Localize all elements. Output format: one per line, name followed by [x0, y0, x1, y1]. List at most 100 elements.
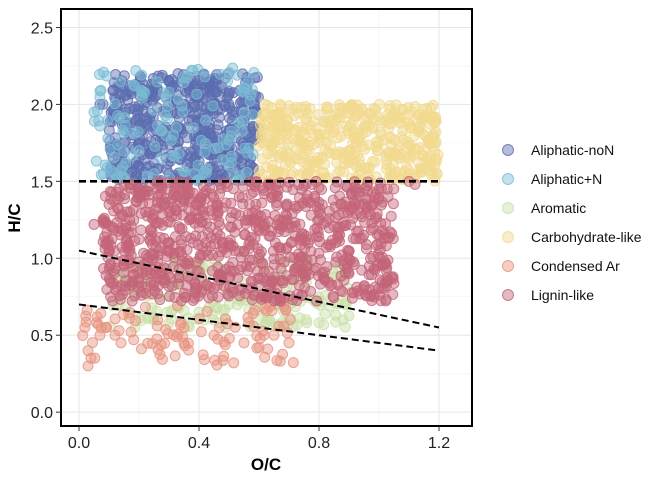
data-point: [95, 84, 107, 96]
data-point: [173, 302, 185, 314]
data-point: [317, 271, 329, 283]
data-point: [411, 113, 423, 125]
data-point: [352, 285, 364, 297]
data-point: [232, 272, 244, 284]
data-point: [214, 268, 226, 280]
data-point: [106, 186, 118, 198]
data-point: [199, 146, 211, 158]
data-point: [319, 144, 331, 156]
data-point: [241, 146, 253, 158]
data-point: [201, 305, 213, 317]
data-point: [330, 108, 342, 120]
data-point: [79, 322, 91, 334]
data-point: [356, 264, 368, 276]
data-point: [108, 267, 120, 279]
data-point: [228, 170, 240, 182]
data-point: [238, 106, 250, 118]
data-point: [193, 313, 205, 325]
data-point: [169, 350, 181, 362]
y-tick-label: 1.5: [31, 174, 53, 191]
data-point: [155, 152, 167, 164]
data-point: [274, 98, 286, 110]
x-tick-label: 0.0: [68, 435, 90, 452]
data-point: [172, 93, 184, 105]
data-point: [296, 228, 308, 240]
data-point: [340, 219, 352, 231]
data-point: [343, 310, 355, 322]
data-point: [401, 141, 413, 153]
data-point: [415, 162, 427, 174]
data-point: [94, 120, 106, 132]
data-point: [301, 114, 313, 126]
data-point: [163, 86, 175, 98]
data-point: [95, 169, 107, 181]
data-point: [425, 110, 437, 122]
data-point: [127, 204, 139, 216]
data-point: [219, 339, 231, 351]
data-point: [151, 76, 163, 88]
data-point: [343, 145, 355, 157]
data-point: [151, 83, 163, 95]
data-point: [385, 210, 397, 222]
data-point: [102, 114, 114, 126]
data-point: [211, 198, 223, 210]
data-point: [276, 147, 288, 159]
data-point: [169, 150, 181, 162]
data-point: [172, 68, 184, 80]
data-point: [165, 134, 177, 146]
data-point: [163, 206, 175, 218]
data-point: [367, 122, 379, 134]
data-point: [195, 326, 207, 338]
data-point: [387, 289, 399, 301]
data-point: [207, 100, 219, 112]
data-point: [197, 206, 209, 218]
data-point: [178, 322, 190, 334]
data-point: [107, 224, 119, 236]
data-point: [320, 241, 332, 253]
data-point: [283, 222, 295, 234]
data-point: [224, 221, 236, 233]
data-point: [118, 145, 130, 157]
data-point: [354, 134, 366, 146]
data-point: [343, 268, 355, 280]
x-tick-label: 0.8: [308, 435, 330, 452]
data-point: [258, 291, 270, 303]
data-point: [181, 72, 193, 84]
data-point: [200, 245, 212, 257]
data-point: [209, 142, 221, 154]
data-point: [181, 132, 193, 144]
data-point: [115, 165, 127, 177]
data-point: [118, 260, 130, 272]
data-point: [98, 66, 110, 78]
legend-swatch: [502, 144, 514, 156]
data-point: [137, 86, 149, 98]
data-point: [429, 145, 441, 157]
data-point: [88, 106, 100, 118]
data-point: [383, 122, 395, 134]
legend-label: Lignin-like: [531, 287, 594, 303]
data-point: [103, 198, 115, 210]
data-point: [161, 100, 173, 112]
data-point: [334, 229, 346, 241]
data-point: [368, 263, 380, 275]
data-point: [88, 218, 100, 230]
data-point: [178, 72, 190, 84]
data-point: [293, 121, 305, 133]
data-point: [311, 155, 323, 167]
data-point: [258, 184, 270, 196]
data-point: [244, 95, 256, 107]
data-point: [119, 119, 131, 131]
data-point: [418, 145, 430, 157]
data-point: [133, 191, 145, 203]
data-point: [286, 208, 298, 220]
data-point: [348, 126, 360, 138]
data-point: [283, 121, 295, 133]
data-point: [159, 110, 171, 122]
data-point: [313, 206, 325, 218]
data-point: [220, 139, 232, 151]
data-point: [211, 359, 223, 371]
data-point: [215, 182, 227, 194]
data-point: [241, 166, 253, 178]
data-point: [286, 273, 298, 285]
data-point: [180, 291, 192, 303]
